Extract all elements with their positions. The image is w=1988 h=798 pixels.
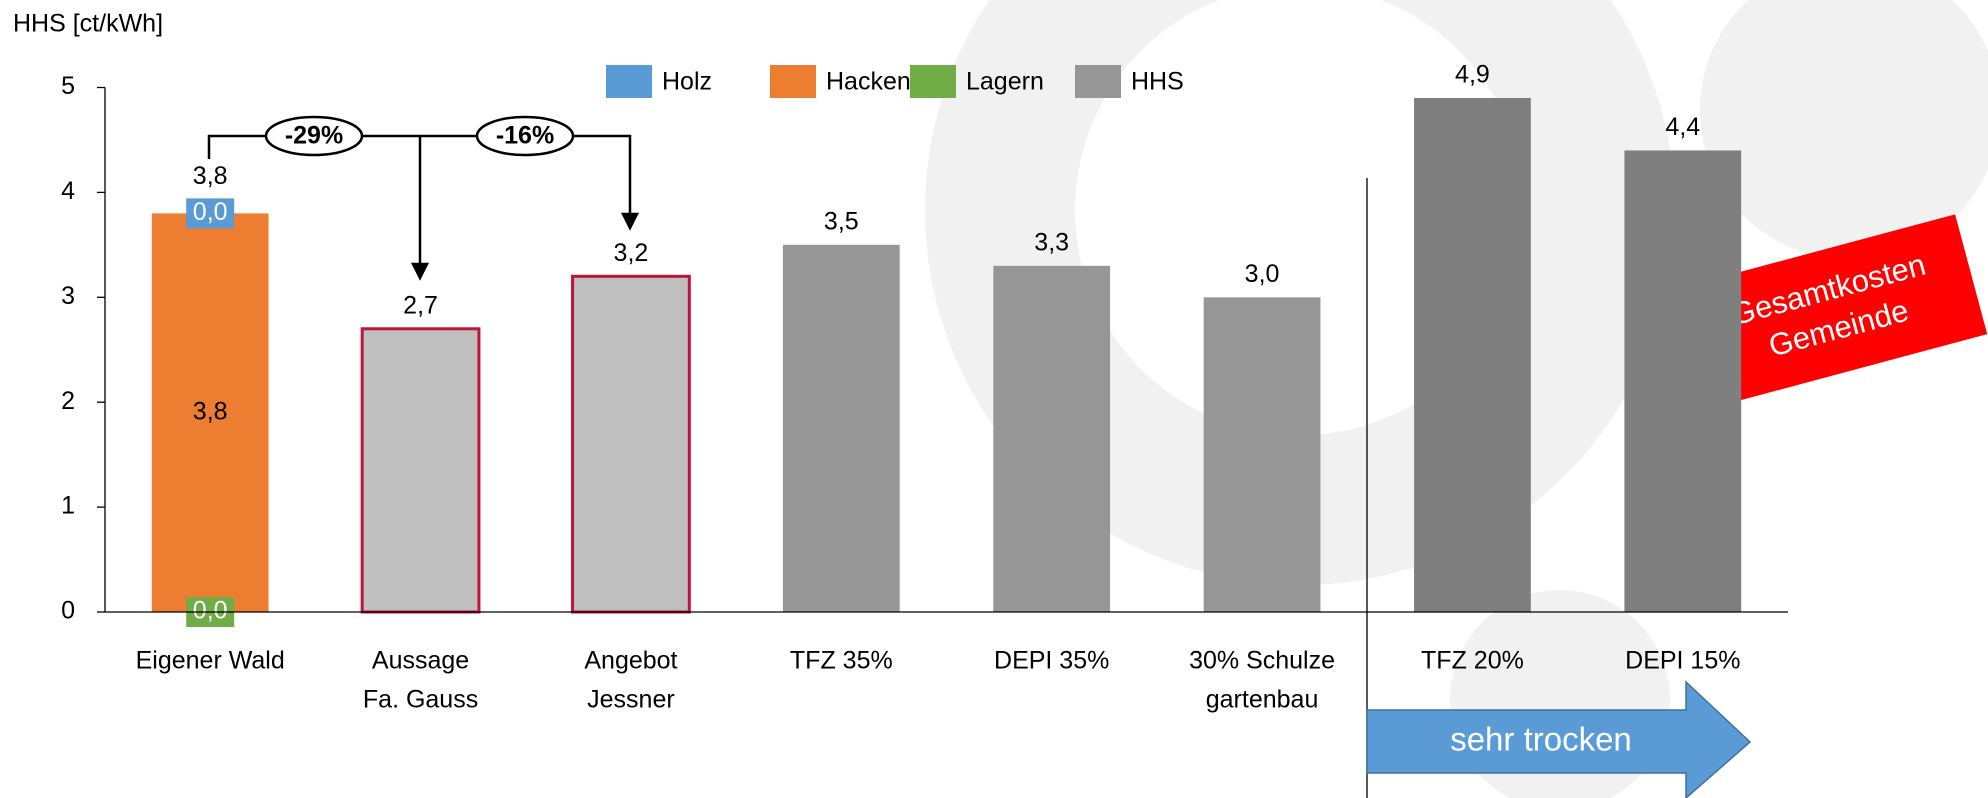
x-tick-label: DEPI 15% [1625,647,1740,675]
y-axis-label: HHS [ct/kWh] [13,10,163,38]
x-tick-label: Jessner [587,686,675,714]
segment-label: 0,0 [193,198,228,226]
bar [151,213,269,612]
legend-swatch [910,65,956,98]
legend-swatch [770,65,816,98]
bar [993,265,1111,612]
x-tick-label: DEPI 35% [994,647,1109,675]
bracket [207,115,640,281]
x-tick-label: TFZ 20% [1421,647,1524,675]
legend-label: HHS [1131,68,1184,96]
value-label: 3,0 [1245,260,1280,288]
total-label: 3,8 [193,162,228,190]
y-tick-label: 1 [61,492,75,520]
bar [360,327,481,614]
legend-swatch [606,65,652,98]
bar [782,244,900,612]
segment-label: 3,8 [193,397,228,425]
segment-label: 0,0 [193,597,228,625]
value-label: 3,3 [1034,228,1069,256]
y-tick-label: 4 [61,177,75,205]
change-label: -29% [285,122,343,150]
legend-label: Hacken [826,68,911,96]
x-tick-label: Aussage [372,647,469,675]
y-tick-label: 0 [61,597,75,625]
legend-label: Holz [662,68,712,96]
value-label: 3,2 [614,239,649,267]
value-label: 3,5 [824,207,859,235]
bar [571,274,691,614]
value-label: 2,7 [403,291,438,319]
x-tick-label: Eigener Wald [136,647,285,675]
y-tick-label: 5 [61,72,75,100]
label-box [186,198,235,229]
bar [1624,150,1742,612]
legend-label: Lagern [966,68,1044,96]
bar [1414,97,1531,613]
x-tick-label: 30% Schulze [1189,647,1335,675]
x-tick-label: Angebot [584,647,677,675]
change-label: -16% [496,122,554,150]
x-tick-label: gartenbau [1206,686,1319,714]
arrow-text: sehr trocken [1450,721,1632,758]
y-tick-label: 3 [61,282,75,310]
x-tick-label: TFZ 35% [790,647,893,675]
bar [1203,297,1321,612]
legend-swatch [1075,65,1121,98]
value-label: 4,4 [1665,113,1700,141]
value-label: 4,9 [1455,61,1490,89]
x-tick-label: Fa. Gauss [363,686,478,714]
y-tick-label: 2 [61,387,75,415]
arrow-shape: sehr trocken [1366,680,1752,798]
